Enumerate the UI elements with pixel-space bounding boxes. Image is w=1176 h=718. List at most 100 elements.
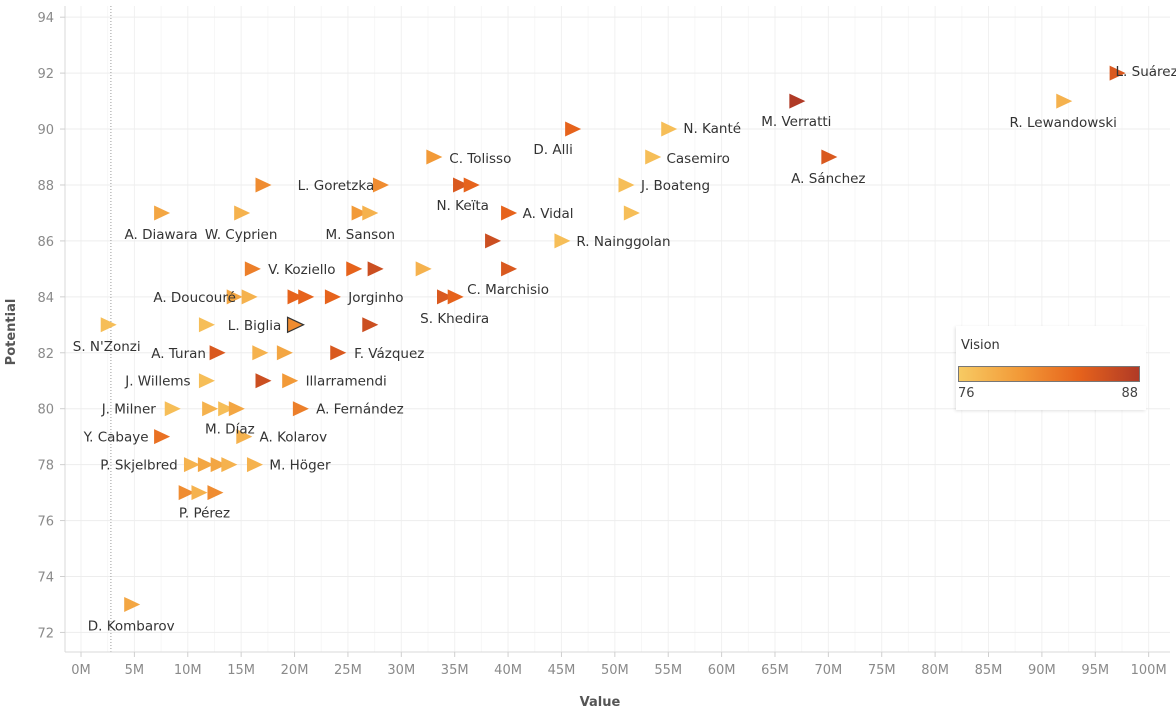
point-label: P. Pérez <box>179 506 230 522</box>
color-legend: Vision 76 88 <box>956 326 1146 410</box>
data-point[interactable] <box>209 345 226 361</box>
data-point[interactable] <box>255 373 272 389</box>
legend-gradient-bar <box>958 366 1140 382</box>
x-tick-label: 5M <box>125 663 145 678</box>
data-point[interactable] <box>228 401 245 417</box>
x-axis-title: Value <box>580 695 621 710</box>
y-tick-label: 84 <box>37 291 54 306</box>
point-label: R. Nainggolan <box>576 234 670 250</box>
data-point[interactable] <box>178 485 195 501</box>
data-point[interactable] <box>437 289 454 305</box>
x-tick-label: 45M <box>548 663 576 678</box>
data-point[interactable] <box>246 457 263 473</box>
data-points <box>100 65 1126 612</box>
point-label: A. Turan <box>151 346 206 362</box>
data-point[interactable] <box>197 457 214 473</box>
data-point[interactable] <box>234 205 251 221</box>
data-point[interactable] <box>1109 65 1126 81</box>
data-point[interactable] <box>255 177 272 193</box>
point-label: R. Lewandowski <box>1010 115 1117 131</box>
data-point[interactable] <box>426 149 443 165</box>
data-point[interactable] <box>346 261 363 277</box>
data-point[interactable] <box>226 289 243 305</box>
point-label: A. Diawara <box>125 227 198 243</box>
y-tick-labels: 72 74 76 78 80 82 84 86 88 90 92 94 <box>37 11 54 641</box>
data-point[interactable] <box>218 401 235 417</box>
x-tick-labels: 0M 5M 10M 15M 20M 25M 30M 35M 40M 45M 50M 55M 60M 65M… <box>71 663 1166 678</box>
x-tick-label: 55M <box>654 663 682 678</box>
data-point[interactable] <box>351 205 368 221</box>
data-point[interactable] <box>463 177 480 193</box>
data-point[interactable] <box>221 457 238 473</box>
data-point[interactable] <box>282 373 299 389</box>
data-point[interactable] <box>324 289 341 305</box>
point-label: A. Vidal <box>523 206 574 222</box>
data-point[interactable] <box>501 261 518 277</box>
data-point[interactable] <box>241 289 258 305</box>
data-point[interactable] <box>645 149 662 165</box>
data-point[interactable] <box>453 177 470 193</box>
data-point[interactable] <box>236 429 253 445</box>
data-point[interactable] <box>198 317 215 333</box>
axes <box>60 6 1170 657</box>
data-point[interactable] <box>789 93 806 109</box>
data-point[interactable] <box>362 317 379 333</box>
data-point[interactable] <box>554 233 571 249</box>
y-tick-label: 94 <box>37 11 54 26</box>
data-point[interactable] <box>415 261 432 277</box>
data-point[interactable] <box>286 316 305 334</box>
data-point[interactable] <box>198 373 215 389</box>
data-point[interactable] <box>362 205 379 221</box>
x-tick-label: 90M <box>1028 663 1056 678</box>
data-point[interactable] <box>618 177 635 193</box>
x-tick-label: 50M <box>601 663 629 678</box>
x-tick-label: 20M <box>281 663 309 678</box>
point-label: C. Tolisso <box>449 151 511 167</box>
x-tick-label: 95M <box>1081 663 1109 678</box>
data-point[interactable] <box>276 345 293 361</box>
data-point[interactable] <box>623 205 640 221</box>
y-tick-label: 82 <box>37 347 54 362</box>
legend-max-label: 88 <box>1121 386 1138 401</box>
point-label: N. Keïta <box>436 198 488 214</box>
legend-title: Vision <box>961 338 1000 353</box>
data-point[interactable] <box>501 205 518 221</box>
x-tick-label: 100M <box>1131 663 1167 678</box>
data-point[interactable] <box>210 457 227 473</box>
data-point[interactable] <box>821 149 838 165</box>
x-tick-label: 35M <box>441 663 469 678</box>
point-label: Illarramendi <box>306 374 387 390</box>
data-point[interactable] <box>485 233 502 249</box>
data-point[interactable] <box>565 121 582 137</box>
data-point[interactable] <box>202 401 219 417</box>
data-point[interactable] <box>244 261 261 277</box>
data-point[interactable] <box>100 317 117 333</box>
data-point[interactable] <box>191 485 208 501</box>
data-point[interactable] <box>372 177 389 193</box>
data-point[interactable] <box>154 429 171 445</box>
data-point[interactable] <box>298 289 315 305</box>
x-tick-label: 0M <box>71 663 91 678</box>
data-point[interactable] <box>164 401 181 417</box>
y-tick-label: 72 <box>37 626 54 641</box>
data-point[interactable] <box>292 401 309 417</box>
point-label: V. Koziello <box>268 262 335 278</box>
data-point[interactable] <box>661 121 678 137</box>
data-point[interactable] <box>1056 93 1073 109</box>
data-point[interactable] <box>154 205 171 221</box>
point-label: M. Verratti <box>761 114 831 130</box>
data-point[interactable] <box>207 485 224 501</box>
point-label: J. Boateng <box>640 178 710 194</box>
data-point[interactable] <box>447 289 464 305</box>
y-tick-label: 92 <box>37 67 54 82</box>
data-point[interactable] <box>287 289 304 305</box>
data-point[interactable] <box>330 345 347 361</box>
data-point[interactable] <box>183 457 200 473</box>
data-point[interactable] <box>367 261 384 277</box>
data-point[interactable] <box>124 596 141 612</box>
point-label: M. Díaz <box>205 422 255 438</box>
y-tick-label: 90 <box>37 123 54 138</box>
data-point[interactable] <box>252 345 269 361</box>
x-tick-label: 85M <box>975 663 1003 678</box>
